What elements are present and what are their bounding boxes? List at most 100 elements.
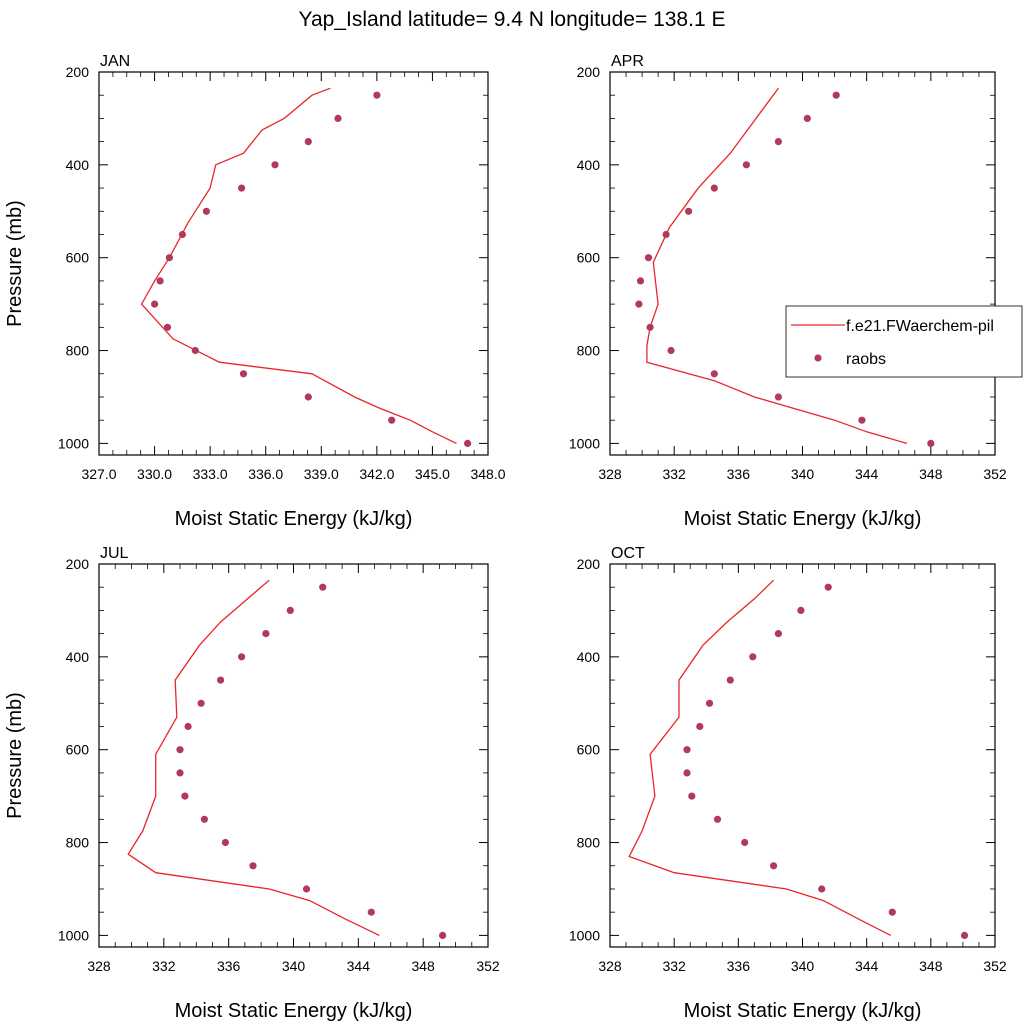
raobs-point [705, 699, 714, 707]
raobs-point [184, 722, 192, 731]
y-tick-label: 800 [577, 343, 601, 359]
raobs-point [774, 393, 783, 401]
y-tick-label: 200 [577, 556, 601, 572]
x-tick-label: 348 [919, 958, 943, 974]
x-axis-label: Moist Static Energy (kJ/kg) [684, 1000, 922, 1022]
panel-oct: OCT 328 332 336 340 344 348 352 200 400 600 800 1000… [569, 545, 1007, 1022]
x-tick-label: 344 [347, 958, 371, 974]
model-profile-line [628, 579, 891, 936]
raobs-point [271, 161, 279, 169]
x-tick-label: 342.0 [359, 466, 394, 482]
raobs-point [713, 815, 722, 823]
raobs-point [373, 91, 381, 99]
x-tick-label: 328 [598, 958, 622, 974]
raobs-point [217, 676, 225, 684]
x-tick-label: 340 [791, 466, 815, 482]
raobs-point [178, 230, 186, 239]
x-tick-label: 345.0 [415, 466, 450, 482]
raobs-point [646, 323, 654, 331]
x-tick-label: 336 [727, 958, 751, 974]
x-tick-label: 348.0 [470, 466, 505, 482]
y-tick-label: 600 [577, 742, 601, 758]
raobs-point [774, 630, 783, 638]
y-tick-label: 1000 [58, 927, 89, 943]
x-tick-label: 339.0 [304, 466, 339, 482]
raobs-point [683, 769, 691, 777]
raobs-point [367, 908, 375, 916]
raobs-point [770, 862, 778, 870]
raobs-point [151, 300, 159, 308]
panel-label: JUL [100, 545, 129, 562]
x-tick-label: 340 [791, 958, 815, 974]
panel-apr: APR 328 332 336 340 344 348 352 200 400 600 800 1000… [569, 53, 1007, 530]
x-tick-label: 330.0 [137, 466, 172, 482]
y-tick-label: 200 [66, 556, 90, 572]
panel-label: OCT [611, 545, 645, 562]
raobs-point [262, 630, 270, 638]
model-profile-line [646, 87, 907, 445]
legend-marker-swatch [814, 354, 822, 362]
x-axis-label: Moist Static Energy (kJ/kg) [175, 1000, 413, 1022]
y-tick-label: 200 [577, 64, 601, 80]
plot-frame [98, 563, 489, 948]
raobs-point [176, 746, 184, 754]
legend-label-model: f.e21.FWaerchem-pil [846, 318, 994, 335]
x-tick-label: 336 [727, 466, 751, 482]
y-tick-label: 400 [577, 649, 601, 665]
raobs-point [197, 699, 205, 707]
raobs-point [191, 346, 199, 355]
raobs-point [741, 838, 749, 847]
x-tick-label: 344 [855, 466, 879, 482]
x-tick-label: 328 [598, 466, 622, 482]
raobs-point [304, 138, 312, 146]
raobs-point [644, 254, 653, 262]
raobs-point [818, 885, 826, 893]
raobs-point [439, 931, 447, 940]
x-tick-label: 332 [662, 466, 686, 482]
raobs-point [202, 207, 210, 215]
raobs-point [742, 161, 751, 169]
raobs-point [797, 606, 805, 615]
y-tick-label: 200 [66, 64, 90, 80]
raobs-point [667, 346, 675, 355]
raobs-point [774, 138, 783, 146]
x-tick-label: 336.0 [248, 466, 283, 482]
panel-label: JAN [100, 53, 130, 70]
raobs-point [685, 207, 693, 215]
x-tick-label: 352 [476, 958, 500, 974]
y-tick-label: 800 [66, 835, 90, 851]
raobs-point [635, 300, 643, 308]
raobs-point [165, 254, 173, 262]
raobs-point [464, 439, 472, 447]
raobs-point [156, 277, 164, 285]
y-tick-label: 400 [66, 649, 90, 665]
raobs-point [832, 91, 840, 99]
raobs-point [888, 908, 896, 916]
raobs-point [858, 416, 866, 424]
x-tick-label: 336 [217, 958, 241, 974]
raobs-point [803, 114, 811, 122]
x-tick-label: 348 [919, 466, 943, 482]
raobs-point [636, 277, 645, 285]
y-tick-label: 1000 [569, 435, 600, 451]
model-profile-line [127, 579, 380, 936]
y-tick-label: 800 [577, 835, 601, 851]
raobs-point [726, 676, 734, 684]
raobs-point [249, 862, 257, 870]
raobs-point [200, 815, 208, 823]
raobs-point [710, 184, 718, 192]
x-tick-label: 348 [411, 958, 435, 974]
y-axis-label: Pressure (mb) [4, 200, 26, 327]
raobs-point [960, 931, 969, 940]
raobs-point [239, 370, 248, 378]
figure-title: Yap_Island latitude= 9.4 N longitude= 13… [299, 8, 726, 31]
y-axis-label: Pressure (mb) [4, 692, 26, 819]
y-tick-label: 600 [66, 250, 90, 266]
legend-box [785, 305, 1023, 378]
raobs-point [163, 323, 172, 331]
raobs-point [662, 230, 670, 239]
raobs-point [927, 439, 935, 447]
model-profile-line [140, 87, 457, 444]
x-tick-label: 340 [282, 958, 306, 974]
x-axis-label: Moist Static Energy (kJ/kg) [175, 508, 413, 530]
